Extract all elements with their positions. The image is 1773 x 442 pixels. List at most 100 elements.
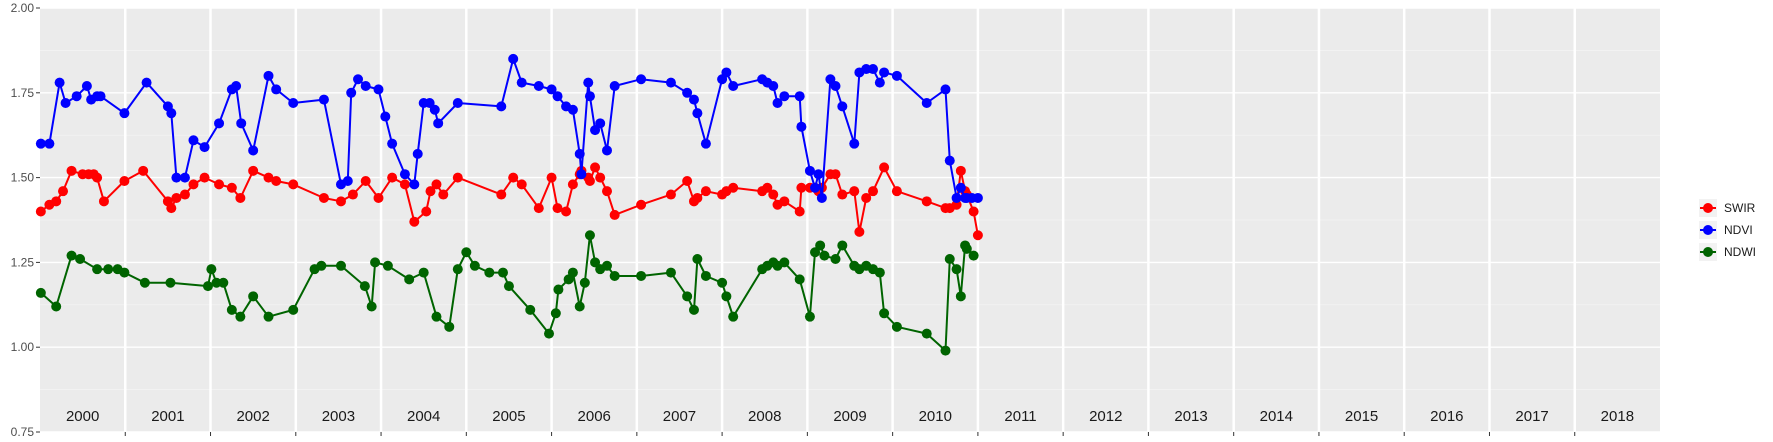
data-point [636, 74, 647, 85]
data-point [861, 192, 872, 203]
data-point [574, 148, 585, 159]
data-point [717, 277, 728, 288]
data-point [951, 192, 962, 203]
data-point [353, 74, 364, 85]
data-point [360, 81, 371, 92]
data-point [700, 270, 711, 281]
legend-key-dot [1703, 225, 1713, 235]
data-point [431, 179, 442, 190]
year-label: 2004 [407, 408, 440, 425]
data-point [944, 254, 955, 265]
data-point [768, 189, 779, 200]
data-point [944, 155, 955, 166]
data-point [387, 172, 398, 183]
data-point [166, 203, 177, 214]
data-point [71, 91, 82, 102]
data-point [235, 192, 246, 203]
data-point [119, 267, 130, 278]
data-point [387, 138, 398, 149]
data-point [516, 77, 527, 88]
data-point [248, 165, 259, 176]
data-point [682, 175, 693, 186]
data-point [179, 189, 190, 200]
data-point [54, 77, 65, 88]
data-point [636, 199, 647, 210]
data-point [66, 250, 77, 261]
data-point [166, 108, 177, 119]
data-point [75, 254, 86, 265]
data-point [951, 264, 962, 275]
data-point [92, 172, 103, 183]
data-point [380, 111, 391, 122]
data-point [815, 240, 826, 251]
data-point [609, 81, 620, 92]
data-point [263, 70, 274, 81]
data-point [424, 97, 435, 108]
data-point [425, 186, 436, 197]
data-point [854, 226, 865, 237]
year-label: 2002 [236, 408, 269, 425]
data-point [682, 291, 693, 302]
year-label: 2006 [578, 408, 611, 425]
legend-label: NDWI [1724, 245, 1756, 259]
data-point [533, 81, 544, 92]
data-point [58, 186, 69, 197]
data-point [602, 186, 612, 197]
data-point [165, 277, 176, 288]
data-point [496, 101, 507, 112]
data-point [103, 264, 114, 275]
data-point [665, 189, 676, 200]
data-point [794, 206, 805, 217]
y-tick-label: 2.00 [11, 1, 35, 15]
y-tick-label: 1.25 [11, 255, 35, 269]
data-point [335, 196, 346, 207]
year-label: 2001 [151, 408, 184, 425]
data-point [794, 91, 805, 102]
data-point [595, 172, 606, 183]
data-point [609, 209, 620, 220]
data-point [879, 308, 890, 319]
data-point [399, 179, 410, 190]
data-point [553, 284, 564, 295]
data-point [579, 277, 590, 288]
data-point [796, 182, 807, 193]
year-label: 2000 [66, 408, 99, 425]
data-point [837, 240, 848, 251]
data-point [968, 250, 979, 261]
data-point [226, 182, 237, 193]
data-point [849, 186, 860, 197]
data-point [98, 196, 109, 207]
data-point [484, 267, 495, 278]
data-point [584, 230, 595, 241]
series-ndvi [35, 53, 983, 203]
data-point [138, 165, 149, 176]
data-point [692, 192, 703, 203]
data-point [584, 175, 595, 186]
data-point [214, 118, 225, 129]
data-point [199, 142, 210, 153]
data-point [813, 169, 824, 180]
data-point [688, 304, 699, 315]
legend-key-dot [1703, 203, 1713, 213]
data-point [546, 84, 557, 95]
data-point [171, 192, 182, 203]
data-point [469, 260, 480, 271]
data-point [682, 87, 693, 98]
data-point [819, 250, 830, 261]
data-point [921, 328, 932, 339]
year-label: 2012 [1089, 408, 1122, 425]
data-point [728, 81, 739, 92]
data-point [288, 304, 299, 315]
data-point [567, 267, 578, 278]
data-point [503, 281, 514, 292]
data-point [728, 182, 739, 193]
data-point [141, 77, 152, 88]
data-point [968, 206, 979, 217]
legend-label: SWIR [1724, 201, 1756, 215]
data-point [318, 94, 329, 105]
grid-lines [40, 7, 1660, 433]
series-layer [35, 53, 983, 356]
data-point [236, 118, 247, 129]
data-point [874, 267, 885, 278]
data-point [263, 172, 274, 183]
